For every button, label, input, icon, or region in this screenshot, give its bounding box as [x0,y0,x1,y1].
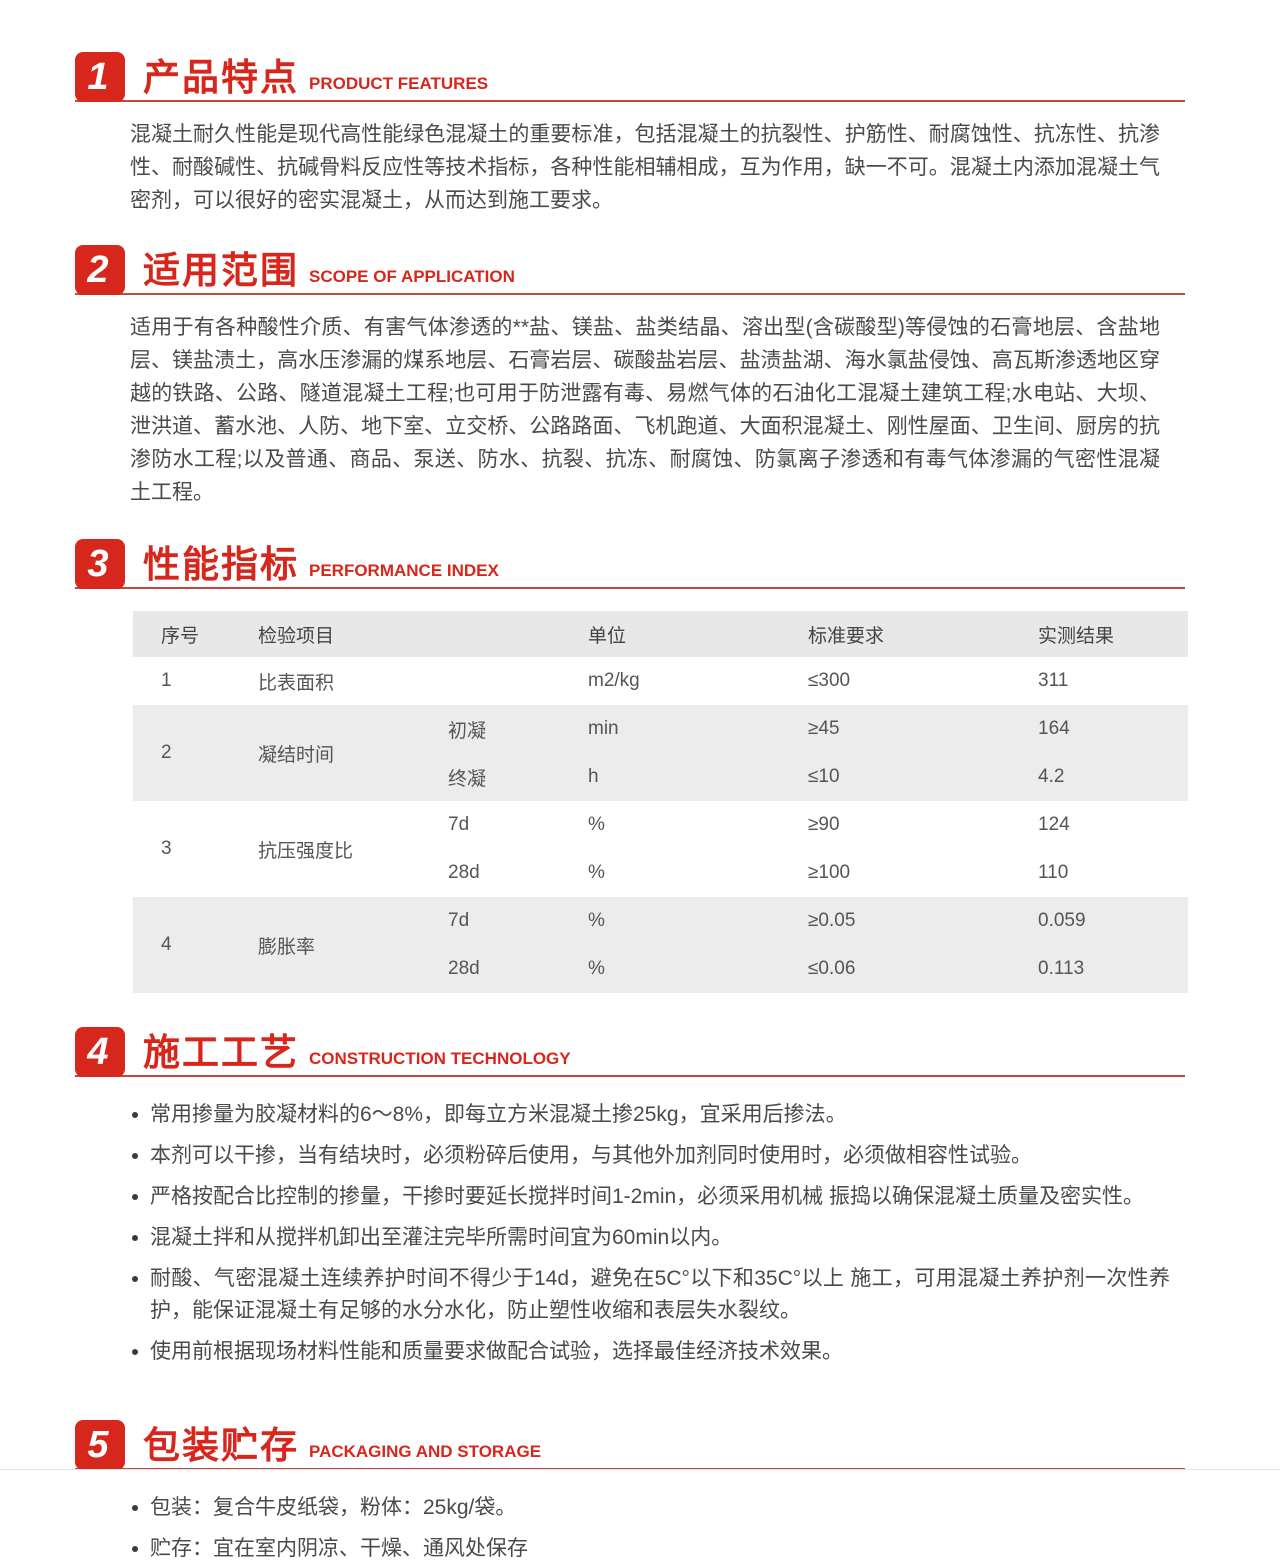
cell-result: 124 [1038,814,1070,835]
section-title-en: PERFORMANCE INDEX [309,561,499,580]
cell-item: 膨胀率 [230,897,420,993]
cell-result: 4.2 [1010,753,1188,801]
section-number: 3 [87,543,109,585]
section-number-badge: 2 [75,245,125,295]
cell-sub: 28d [448,862,480,883]
table-row: 28d % ≥100 110 [133,849,1188,897]
cell-unit: % [588,862,605,883]
cell-no: 2 [133,705,230,801]
cell-standard: ≤10 [780,753,1010,801]
cell-result: 0.059 [1010,897,1188,945]
cell-no: 3 [161,838,172,859]
cell-sub [420,657,560,705]
section-title-zh: 适用范围 [143,250,299,291]
section-performance-index: 3 性能指标 PERFORMANCE INDEX 序号 检验项目 单位 标准要求… [0,539,1280,993]
cell-unit: min [560,705,780,753]
section-title-zh: 包装贮存 [143,1425,299,1466]
cell-sub: 7d [420,897,560,945]
cell-no: 4 [133,897,230,993]
cell-unit: m2/kg [588,670,640,691]
section-construction-technology: 4 施工工艺 CONSTRUCTION TECHNOLOGY 常用掺量为胶凝材料… [0,1027,1280,1368]
bullet-item: 常用掺量为胶凝材料的6～8%，即每立方米混凝土掺25kg，宜采用后掺法。 [130,1099,1170,1131]
bullet-item: 严格按配合比控制的掺量，干掺时要延长搅拌时间1-2min，必须采用机械 振捣以确… [130,1181,1170,1213]
table-row: 3 抗压强度比 7d % ≥90 124 [133,801,1188,862]
section-number-badge: 3 [75,539,125,589]
cell-standard: ≥90 [808,814,840,835]
section-paragraph: 混凝土耐久性能是现代高性能绿色混凝土的重要标准，包括混凝土的抗裂性、护筋性、耐腐… [130,123,1160,212]
table-row: 28d % ≤0.06 0.113 [133,945,1188,993]
col-header-standard: 标准要求 [780,611,1010,657]
section-number: 1 [87,56,109,98]
packaging-bullet-list: 包装：复合牛皮纸袋，粉体：25kg/袋。 贮存：宜在室内阴凉、干燥、通风处保存 [130,1492,1170,1565]
section-scope-of-application: 2 适用范围 SCOPE OF APPLICATION 适用于有各种酸性介质、有… [0,245,1280,509]
cell-item: 抗压强度比 [258,840,354,862]
section-title-en: PRODUCT FEATURES [309,74,489,93]
cell-result: 164 [1010,705,1188,753]
cell-unit: % [560,945,780,993]
bullet-item: 包装：复合牛皮纸袋，粉体：25kg/袋。 [130,1492,1170,1524]
performance-index-table: 序号 检验项目 单位 标准要求 实测结果 1 比表面积 m2/kg ≤300 3… [133,611,1188,993]
cell-no: 1 [161,670,172,691]
section-number: 2 [87,249,109,291]
table-row: 1 比表面积 m2/kg ≤300 311 [133,657,1188,705]
section-title-en: SCOPE OF APPLICATION [309,267,515,286]
section-title-zh: 性能指标 [143,544,299,585]
table-row: 2 凝结时间 初凝 min ≥45 164 [133,705,1188,801]
cell-standard: ≥100 [808,862,851,883]
datasheet-page: 1 产品特点 PRODUCT FEATURES 混凝土耐久性能是现代高性能绿色混… [0,52,1280,1560]
cell-result: 110 [1038,862,1069,883]
cell-unit: h [560,753,780,801]
bullet-item: 贮存：宜在室内阴凉、干燥、通风处保存 [130,1533,1170,1565]
section-packaging-and-storage: 5 包装贮存 PACKAGING AND STORAGE 包装：复合牛皮纸袋，粉… [0,1420,1280,1565]
col-header-unit: 单位 [560,611,780,657]
cell-result: 311 [1038,670,1069,691]
cell-result: 0.113 [1010,945,1188,993]
cell-sub: 初凝 [420,705,560,753]
bullet-item: 本剂可以干掺，当有结块时，必须粉碎后使用，与其他外加剂同时使用时，必须做相容性试… [130,1140,1170,1172]
col-header-result: 实测结果 [1010,611,1188,657]
section-number-badge: 4 [75,1027,125,1077]
bullet-item: 耐酸、气密混凝土连续养护时间不得少于14d，避免在5C°以下和35C°以上 施工… [130,1263,1170,1327]
bullet-item: 使用前根据现场材料性能和质量要求做配合试验，选择最佳经济技术效果。 [130,1336,1170,1368]
cell-standard: ≤0.06 [780,945,1010,993]
section-paragraph: 适用于有各种酸性介质、有害气体渗透的**盐、镁盐、盐类结晶、溶出型(含碳酸型)等… [130,316,1160,504]
section-header: 3 性能指标 PERFORMANCE INDEX [75,539,1185,589]
cell-sub: 7d [448,814,470,835]
section-header: 5 包装贮存 PACKAGING AND STORAGE [75,1420,1185,1470]
cell-standard: ≥45 [780,705,1010,753]
col-header-no: 序号 [133,611,230,657]
section-title-en: PACKAGING AND STORAGE [309,1442,542,1461]
bullet-item: 混凝土拌和从搅拌机卸出至灌注完毕所需时间宜为60min以内。 [130,1222,1170,1254]
construction-bullet-list: 常用掺量为胶凝材料的6～8%，即每立方米混凝土掺25kg，宜采用后掺法。 本剂可… [130,1099,1170,1368]
cell-standard: ≤300 [808,670,851,691]
section-header: 2 适用范围 SCOPE OF APPLICATION [75,245,1185,295]
section-header: 4 施工工艺 CONSTRUCTION TECHNOLOGY [75,1027,1185,1077]
cell-unit: % [588,814,605,835]
section-title-zh: 施工工艺 [143,1032,299,1073]
section-title-zh: 产品特点 [143,57,299,98]
section-number-badge: 5 [75,1420,125,1470]
col-header-sub [420,611,560,657]
section-title-en: CONSTRUCTION TECHNOLOGY [309,1049,571,1068]
section-number-badge: 1 [75,52,125,102]
col-header-item: 检验项目 [230,611,420,657]
section-product-features: 1 产品特点 PRODUCT FEATURES 混凝土耐久性能是现代高性能绿色混… [0,52,1280,217]
cell-sub: 28d [420,945,560,993]
cell-item: 凝结时间 [230,705,420,801]
table-row: 4 膨胀率 7d % ≥0.05 0.059 [133,897,1188,993]
section-header: 1 产品特点 PRODUCT FEATURES [75,52,1185,102]
cell-unit: % [560,897,780,945]
table-header-row: 序号 检验项目 单位 标准要求 实测结果 [133,611,1188,657]
cell-sub: 终凝 [420,753,560,801]
table-row: 终凝 h ≤10 4.2 [133,753,1188,801]
section-number: 5 [87,1424,109,1466]
section-number: 4 [87,1031,109,1073]
bottom-divider [0,1469,1280,1470]
cell-standard: ≥0.05 [780,897,1010,945]
cell-item: 比表面积 [258,672,335,694]
